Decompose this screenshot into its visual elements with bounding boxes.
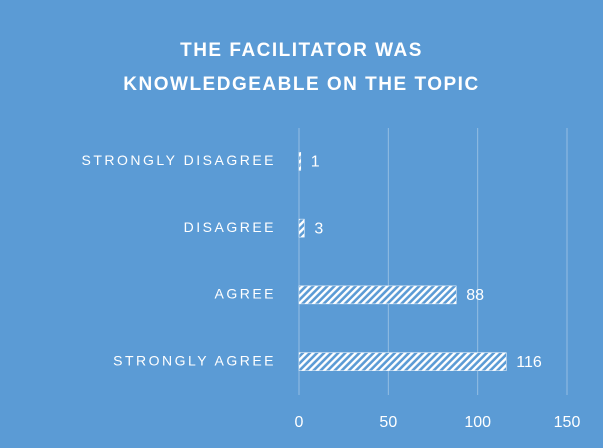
y-tick-label: AGREE [214, 286, 276, 302]
y-tick-label: STRONGLY AGREE [113, 352, 276, 368]
x-tick-label: 0 [295, 414, 304, 431]
bar [298, 352, 507, 371]
y-tick-label: DISAGREE [184, 219, 276, 235]
data-label: 88 [466, 287, 484, 304]
bar [298, 285, 457, 305]
x-tick-label: 100 [464, 414, 491, 431]
bar [298, 152, 302, 171]
data-label: 116 [516, 354, 542, 371]
data-label: 3 [314, 220, 323, 237]
data-label: 1 [311, 154, 320, 171]
x-tick-label: 50 [379, 414, 397, 431]
y-tick-label: STRONGLY DISAGREE [82, 152, 276, 168]
bar [298, 218, 305, 238]
x-tick-label: 150 [554, 414, 581, 431]
